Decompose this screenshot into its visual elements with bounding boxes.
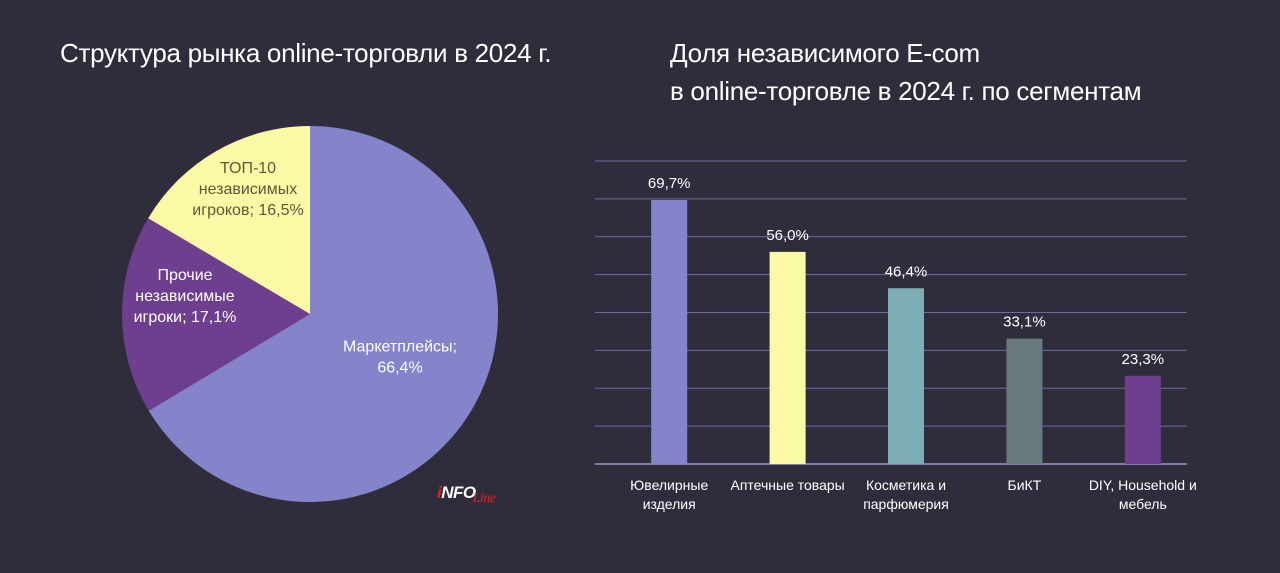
bar-2 <box>888 288 924 464</box>
bar-category-label-line: DIY, Household и <box>1089 477 1197 493</box>
bar-value-label: 56,0% <box>766 227 809 244</box>
pie-slice-label-line: Прочие <box>157 267 212 284</box>
pie-slice-label-line: независимые <box>135 288 234 305</box>
bar-category-label-line: Ювелирные <box>630 477 708 493</box>
pie-slice-0 <box>148 126 499 503</box>
bar-chart-title-line-1: Доля независимого E-com <box>670 38 980 68</box>
bar-category-label: Ювелирные изделия <box>630 477 708 512</box>
bar-3 <box>1006 338 1043 464</box>
pie-slice-label-1: Прочие независимые игроки; 17,1% <box>134 267 237 326</box>
pie-slice-1 <box>121 218 310 411</box>
bar-1 <box>769 251 806 464</box>
bar-category-label-line: Косметика и <box>866 477 946 493</box>
bar-category-label-line: мебель <box>1119 496 1167 512</box>
pie-slice-label-line: Маркетплейсы; <box>343 339 457 356</box>
bar-value-label: 46,4% <box>885 263 928 280</box>
pie-slice-2 <box>148 126 310 314</box>
bar-chart: 69,7% Ювелирные изделия 56,0% Аптечные товар… <box>630 175 1197 512</box>
pie-slice-label-line: игроков; 16,5% <box>192 202 303 219</box>
bar-0 <box>651 200 688 465</box>
bar-chart-title-line-2: в online-торговле в 2024 г. по сегментам <box>670 76 1142 106</box>
bar-category-label: Аптечные товары <box>730 477 844 493</box>
pie-chart-title: Структура рынка online-торговли в 2024 г… <box>60 38 552 68</box>
pie-slice-label-0: Маркетплейсы; 66,4% <box>343 339 457 377</box>
bar-category-label: Косметика и парфюмерия <box>863 477 949 512</box>
pie-slice-label-line: ТОП-10 <box>220 160 276 177</box>
pie-chart: Маркетплейсы; 66,4% Прочие независимые игрок… <box>121 126 499 503</box>
infoline-logo: iNFOLine <box>437 483 496 506</box>
bar-value-label: 33,1% <box>1003 314 1046 331</box>
pie-slice-label-line: игроки; 17,1% <box>134 309 237 326</box>
bar-chart-title: Доля независимого E-com в online-торговл… <box>670 34 1142 110</box>
pie-slice-label-line: 66,4% <box>377 360 422 377</box>
bar-category-label-line: парфюмерия <box>863 496 949 512</box>
bar-value-label: 69,7% <box>648 175 691 192</box>
bar-category-label-line: Аптечные товары <box>730 477 844 493</box>
bar-category-label-line: БиКТ <box>1008 477 1042 493</box>
logo-i-letter: i <box>437 483 442 502</box>
pie-slice-label-line: независимых <box>199 181 298 198</box>
pie-slice-label-2: ТОП-10 независимых игроков; 16,5% <box>192 160 303 219</box>
bar-value-label: 23,3% <box>1122 351 1165 368</box>
bar-category-label-line: изделия <box>643 496 696 512</box>
bar-4 <box>1124 375 1161 464</box>
logo-nfo-text: NFO <box>441 483 476 502</box>
logo-line-text: Line <box>472 491 496 506</box>
bar-category-label: DIY, Household и мебель <box>1089 477 1197 512</box>
bar-category-label: БиКТ <box>1008 477 1042 493</box>
